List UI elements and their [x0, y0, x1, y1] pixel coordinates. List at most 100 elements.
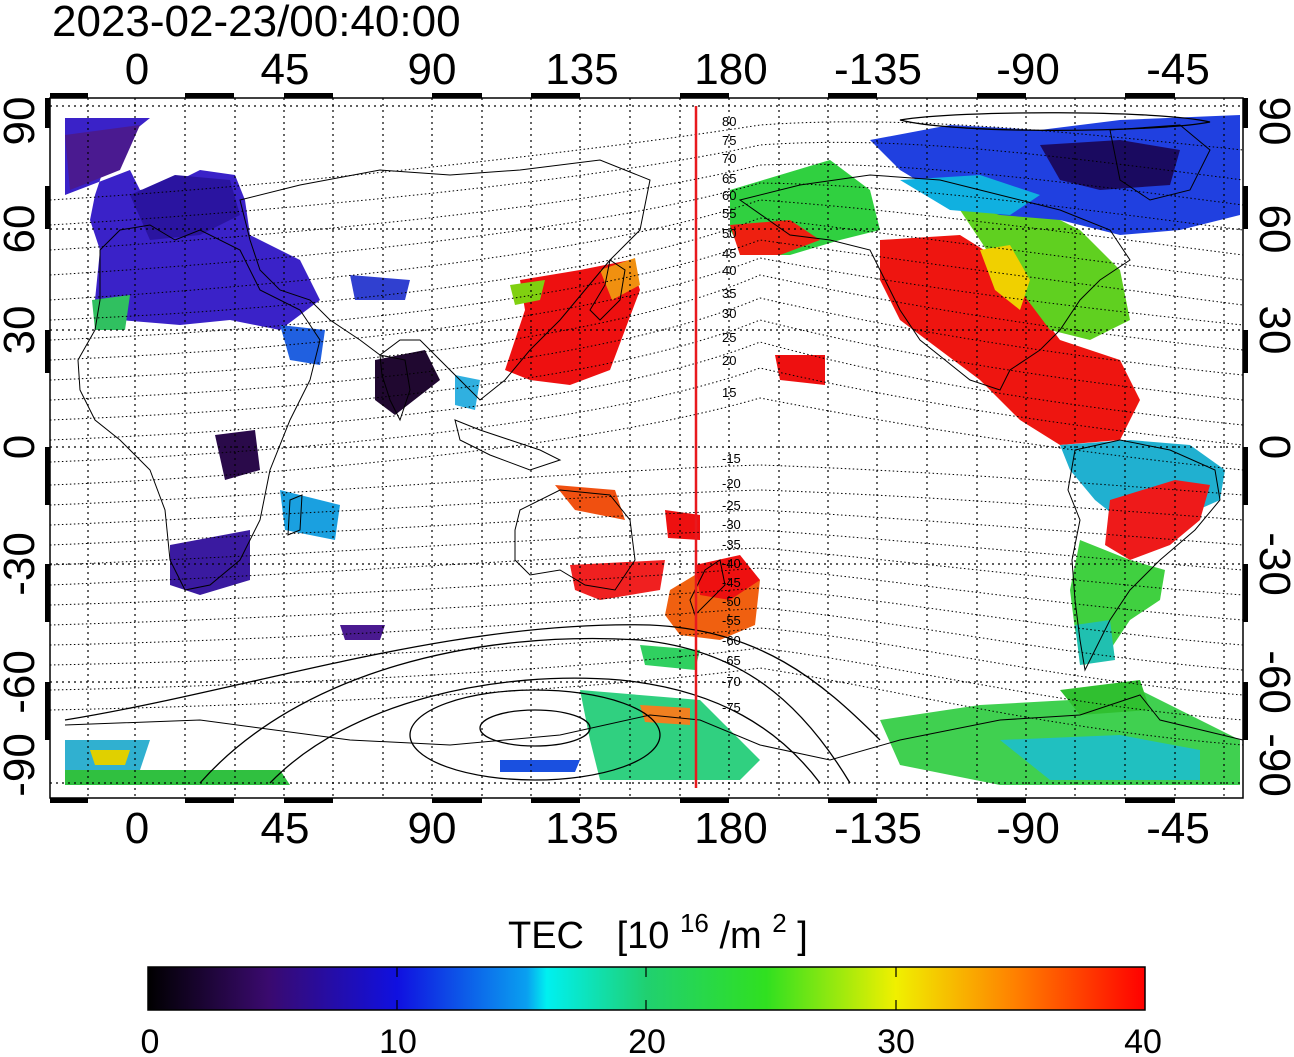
bottom-tick-label: 180 — [694, 804, 767, 853]
right-tick-label: 30 — [1250, 306, 1294, 355]
contour-label: -50 — [722, 594, 741, 609]
tec-patch-antarctic-yellow — [90, 750, 130, 765]
coast-japan — [589, 259, 626, 321]
tec-patch-iberia — [92, 295, 130, 330]
left-tick-label: 30 — [0, 306, 44, 355]
colorbar-tick-label: 30 — [877, 1023, 915, 1057]
top-tick-label: 180 — [694, 45, 767, 94]
tec-patch-middle-east — [280, 325, 325, 365]
colorbar-unit-sup2: 2 — [772, 908, 786, 938]
coast-greenland — [1109, 124, 1211, 201]
contour-label: -75 — [722, 700, 741, 715]
bottom-tick-label: 0 — [125, 804, 149, 853]
contour-label: 45 — [722, 246, 736, 261]
polar-contours — [64, 112, 1211, 784]
tec-patch-se-asia — [455, 375, 480, 410]
contour-label: 30 — [722, 306, 736, 321]
contour-labels: 80 75 70 65 60 55 50 45 40 35 30 25 20 15 -15 -20 -25 -30… — [722, 114, 741, 715]
tec-patch-central-asia — [350, 275, 410, 300]
tec-patch-australia-north — [555, 485, 625, 520]
top-tick-label: 45 — [261, 45, 310, 94]
contour-label: 80 — [722, 114, 736, 129]
contour-label: -60 — [722, 633, 741, 648]
colorbar-tick-label: 0 — [141, 1023, 160, 1057]
contour-label: -25 — [722, 498, 741, 513]
colorbar-tick-label: 10 — [379, 1023, 417, 1057]
contour-label: -40 — [722, 556, 741, 571]
colorbar-unit-suffix: ] — [797, 915, 808, 957]
contour-label: 25 — [722, 330, 736, 345]
contour-label: -45 — [722, 575, 741, 590]
contour-label: 55 — [722, 206, 736, 221]
coast-india — [379, 354, 411, 422]
colorbar-title-tec: TEC — [508, 915, 584, 957]
tec-patch-tasman — [665, 510, 700, 540]
contour-label: 20 — [722, 353, 736, 368]
tec-patch-hawaii — [775, 355, 825, 385]
bottom-tick-label: 90 — [408, 804, 457, 853]
tec-patch-antarctic-cyan — [1000, 735, 1200, 780]
tec-patch-japan-edge — [600, 258, 640, 300]
tec-patch-canada-cyan — [900, 175, 1040, 215]
top-tick-label: -45 — [1146, 45, 1210, 94]
contour-label: 65 — [722, 171, 736, 186]
frame-tick-bars — [45, 93, 1248, 803]
colorbar-ticks — [396, 967, 897, 1010]
colorbar-tick-labels: 0 10 20 30 40 — [141, 1023, 1162, 1057]
tec-patch-africa-east — [215, 430, 260, 480]
coast-nz — [689, 559, 726, 616]
tec-patch-antarctic-west — [65, 770, 290, 785]
tec-patch-s-indian — [340, 625, 385, 640]
top-tick-label: -90 — [996, 45, 1060, 94]
contour-label: 40 — [722, 263, 736, 278]
tec-patch-antarctic-blue — [500, 760, 580, 772]
coast-madagascar — [287, 494, 303, 536]
timestamp-title: 2023-02-23/00:40:00 — [52, 0, 461, 46]
colorbar-unit-sup1: 16 — [680, 908, 709, 938]
colorbar-title: TEC [10 16 /m 2 ] — [508, 899, 808, 957]
colorbar-unit-mid: /m — [719, 915, 761, 957]
contour-label: 70 — [722, 151, 736, 166]
left-latitude-labels: 90 60 30 0 -30 -60 -90 — [0, 97, 44, 797]
coast-europe-africa — [77, 224, 321, 591]
bottom-tick-label: -135 — [834, 804, 922, 853]
bottom-tick-label: -90 — [996, 804, 1060, 853]
top-tick-label: 0 — [125, 45, 149, 94]
contour-label: 15 — [722, 385, 736, 400]
top-tick-label: -135 — [834, 45, 922, 94]
right-tick-label: 90 — [1250, 97, 1294, 146]
right-tick-label: 0 — [1250, 435, 1294, 459]
tec-patch-madagascar — [280, 490, 340, 540]
contour-label: 50 — [722, 226, 736, 241]
map-plot — [50, 98, 1243, 798]
coast-asia — [239, 159, 651, 401]
contour-label: -20 — [722, 476, 741, 491]
colorbar-tick-label: 20 — [628, 1023, 666, 1057]
left-tick-label: 90 — [0, 97, 44, 146]
bottom-tick-label: 45 — [261, 804, 310, 853]
coast-australia — [514, 489, 636, 591]
contour-label: 60 — [722, 188, 736, 203]
coastlines — [64, 124, 1243, 761]
bottom-longitude-labels: 0 45 90 135 180 -135 -90 -45 — [125, 804, 1210, 853]
top-longitude-labels: 0 45 90 135 180 -135 -90 -45 — [125, 45, 1210, 94]
top-tick-label: 135 — [545, 45, 618, 94]
tec-patch-south-america-red — [1105, 480, 1210, 560]
tec-patch-arctic-west — [65, 125, 140, 190]
contour-label: -55 — [722, 613, 741, 628]
tec-patch-ross — [580, 690, 760, 780]
contour-label: -70 — [722, 674, 741, 689]
tec-patch-patagonia — [1075, 620, 1115, 665]
tec-patch-antarctic-peninsula — [1060, 680, 1150, 715]
right-tick-label: -30 — [1250, 532, 1294, 596]
coast-antarctica — [64, 694, 1243, 761]
coast-south-america — [1067, 439, 1221, 672]
coast-north-america — [738, 174, 1131, 391]
contour-label: -30 — [722, 517, 741, 532]
contour-label: -15 — [722, 451, 741, 466]
right-latitude-labels: 90 60 30 0 -30 -60 -90 — [1250, 97, 1294, 797]
right-tick-label: -60 — [1250, 650, 1294, 714]
left-tick-label: -60 — [0, 650, 44, 714]
bottom-tick-label: -45 — [1146, 804, 1210, 853]
